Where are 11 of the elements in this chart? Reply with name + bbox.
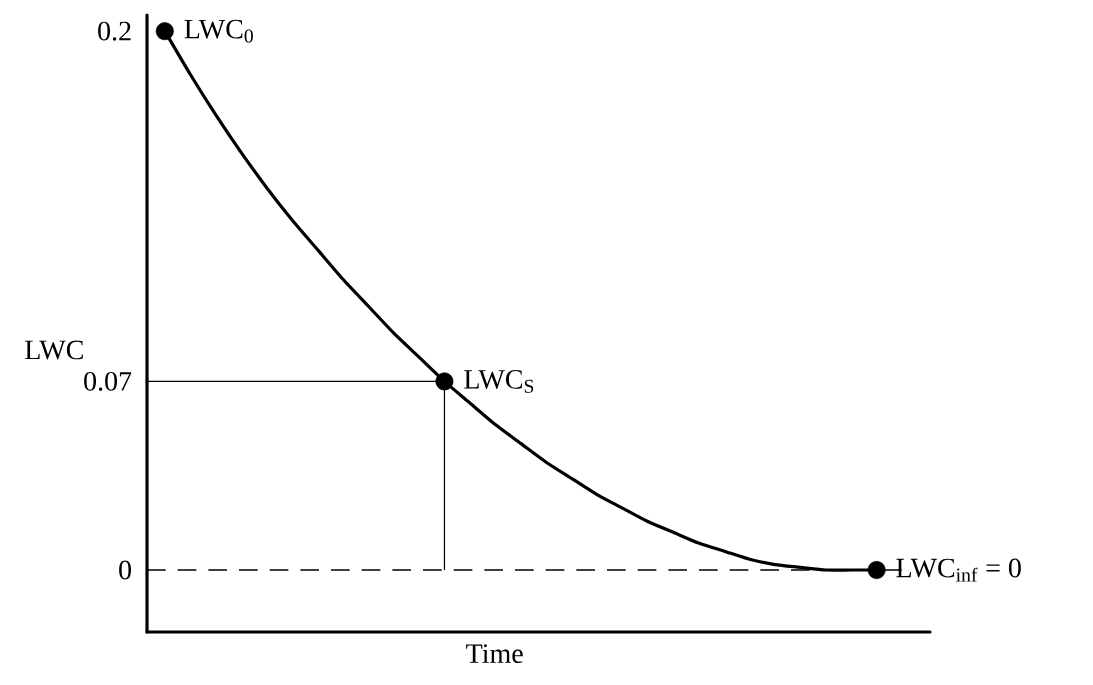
annotation: LWC$_{S}$ bbox=[464, 369, 534, 393]
y-tick-label: 0.07 bbox=[84, 371, 132, 391]
point bbox=[435, 372, 454, 391]
point bbox=[155, 22, 174, 41]
y-tick-label: 0 bbox=[119, 560, 132, 580]
x-axis-title: Time bbox=[466, 644, 523, 664]
y-tick-label: 0.2 bbox=[98, 21, 131, 41]
point bbox=[867, 561, 886, 579]
annotation: LWC$_{0}$ bbox=[184, 19, 253, 43]
annotation: LWC$_{inf}$ = 0 bbox=[896, 558, 1021, 582]
y-axis-title: LWC bbox=[25, 340, 83, 360]
